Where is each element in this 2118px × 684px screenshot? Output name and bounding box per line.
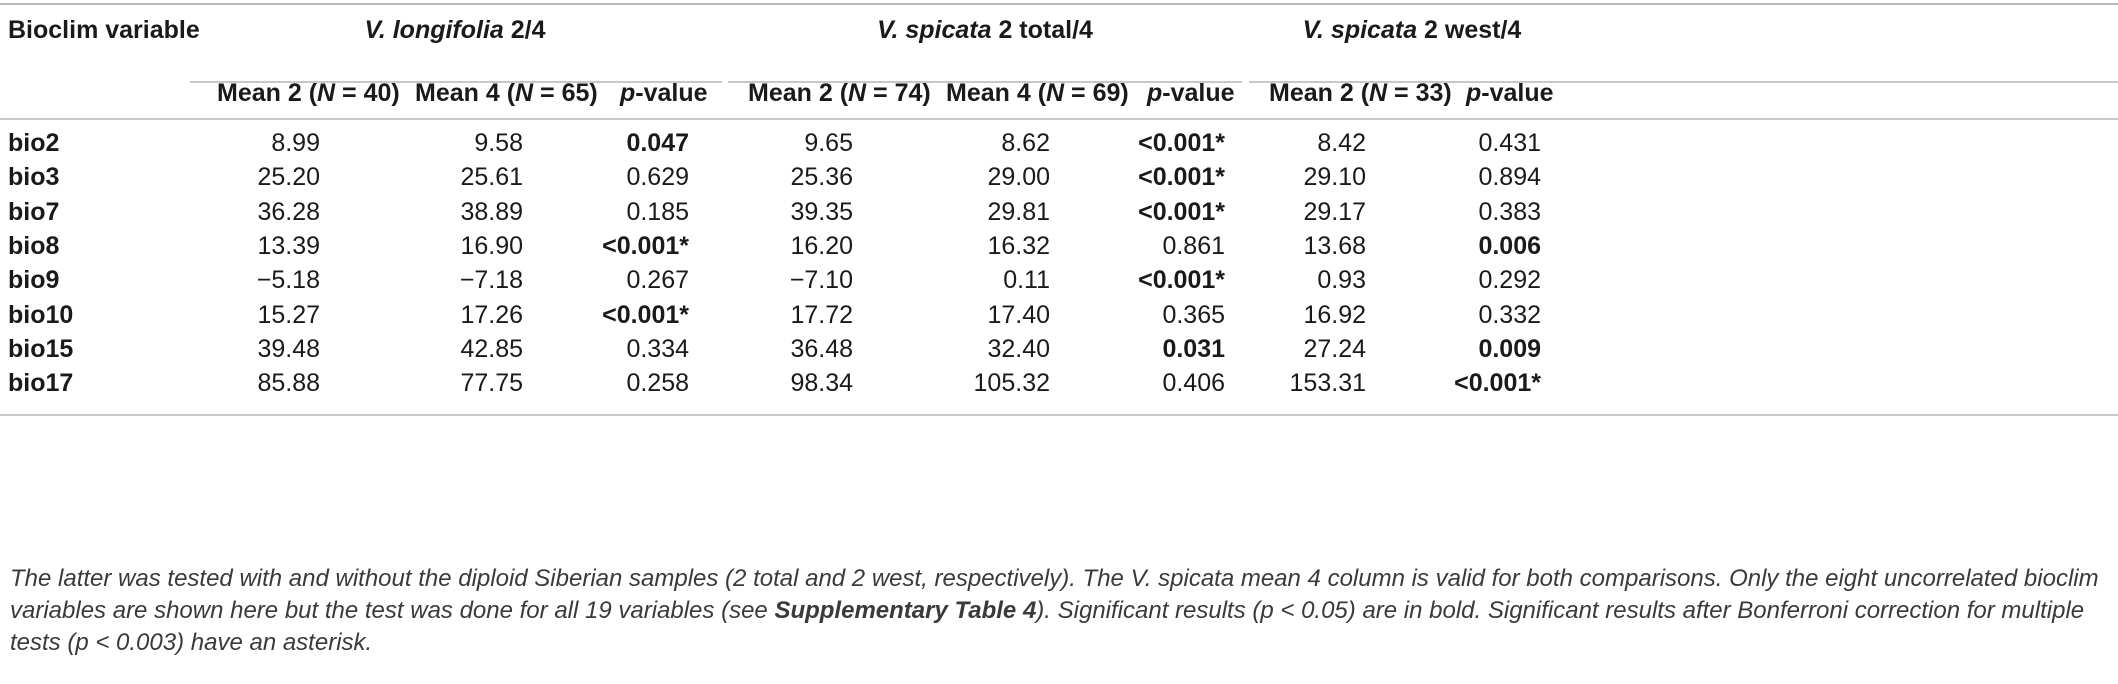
row-label: bio9	[8, 266, 60, 294]
header-group-v-longifolia: V. longifolia 2/4	[364, 16, 546, 44]
cell-mean2-longifolia: 85.88	[257, 369, 320, 397]
cell-mean4-spicata: 17.40	[987, 301, 1050, 329]
col-header-pvalue-spicata-west: p-value	[1466, 79, 1554, 107]
cell-pvalue-spicata-west: 0.332	[1478, 301, 1541, 329]
cell-mean2-spicata-west: 27.24	[1303, 335, 1366, 363]
cell-mean2-spicata-total: 17.72	[790, 301, 853, 329]
cell-pvalue-longifolia: 0.047	[626, 129, 689, 157]
cell-mean4-spicata: 0.11	[1003, 266, 1050, 294]
cell-pvalue-spicata-west: 0.383	[1478, 198, 1541, 226]
cell-mean2-longifolia: 39.48	[257, 335, 320, 363]
cell-pvalue-spicata-total: <0.001*	[1138, 129, 1225, 157]
cell-pvalue-spicata-total: 0.406	[1162, 369, 1225, 397]
cell-pvalue-longifolia: 0.185	[626, 198, 689, 226]
cell-pvalue-spicata-total: <0.001*	[1138, 266, 1225, 294]
cell-pvalue-longifolia: 0.629	[626, 163, 689, 191]
cell-pvalue-spicata-total: 0.365	[1162, 301, 1225, 329]
col-header-mean4-spicata: Mean 4 (N = 69)	[946, 79, 1129, 107]
cell-pvalue-longifolia: <0.001*	[602, 301, 689, 329]
cell-pvalue-longifolia: <0.001*	[602, 232, 689, 260]
cell-mean2-spicata-total: 16.20	[790, 232, 853, 260]
cell-pvalue-spicata-west: 0.894	[1478, 163, 1541, 191]
cell-mean2-spicata-total: 25.36	[790, 163, 853, 191]
cell-mean2-spicata-west: 8.42	[1317, 129, 1366, 157]
cell-mean2-spicata-west: 153.31	[1289, 369, 1366, 397]
cell-mean4-longifolia: 25.61	[460, 163, 523, 191]
col-header-pvalue-longifolia: p-value	[620, 79, 708, 107]
cell-pvalue-longifolia: 0.258	[626, 369, 689, 397]
col-header-mean2-longifolia: Mean 2 (N = 40)	[217, 79, 400, 107]
cell-mean4-longifolia: 16.90	[460, 232, 523, 260]
cell-mean4-spicata: 29.00	[987, 163, 1050, 191]
cell-pvalue-spicata-west: 0.431	[1478, 129, 1541, 157]
cell-mean2-spicata-west: 0.93	[1317, 266, 1366, 294]
table-top-rule	[0, 3, 2118, 5]
cell-mean4-spicata: 105.32	[973, 369, 1050, 397]
header-bioclim-variable: Bioclim variable	[8, 16, 200, 44]
row-label: bio2	[8, 129, 60, 157]
cell-mean2-spicata-west: 16.92	[1303, 301, 1366, 329]
cell-mean2-spicata-total: 9.65	[804, 129, 853, 157]
cell-mean2-spicata-west: 13.68	[1303, 232, 1366, 260]
row-label: bio8	[8, 232, 60, 260]
col-header-pvalue-spicata-total: p-value	[1147, 79, 1235, 107]
cell-pvalue-longifolia: 0.334	[626, 335, 689, 363]
cell-mean4-longifolia: 17.26	[460, 301, 523, 329]
row-label: bio17	[8, 369, 74, 397]
header-group-v-spicata-total: V. spicata 2 total/4	[877, 16, 1093, 44]
cell-mean2-spicata-total: 39.35	[790, 198, 853, 226]
header-group-v-spicata-west: V. spicata 2 west/4	[1302, 16, 1522, 44]
cell-mean2-spicata-total: 36.48	[790, 335, 853, 363]
group-underline-spicata-total	[728, 81, 1242, 83]
table-bottom-rule	[0, 414, 2118, 416]
row-label: bio3	[8, 163, 60, 191]
cell-mean4-spicata: 29.81	[987, 198, 1050, 226]
cell-mean4-spicata: 8.62	[1001, 129, 1050, 157]
table-caption: The latter was tested with and without t…	[10, 565, 2099, 656]
cell-mean4-spicata: 16.32	[987, 232, 1050, 260]
col-header-mean4-longifolia: Mean 4 (N = 65)	[415, 79, 598, 107]
group-underline-spicata-west	[1249, 81, 2118, 83]
cell-mean2-longifolia: −5.18	[256, 266, 320, 294]
cell-pvalue-spicata-west: 0.292	[1478, 266, 1541, 294]
cell-pvalue-spicata-total: <0.001*	[1138, 198, 1225, 226]
cell-mean4-longifolia: 42.85	[460, 335, 523, 363]
row-label: bio15	[8, 335, 74, 363]
col-header-mean2-spicata-west: Mean 2 (N = 33)	[1269, 79, 1452, 107]
cell-mean2-spicata-west: 29.10	[1303, 163, 1366, 191]
cell-mean2-spicata-total: 98.34	[790, 369, 853, 397]
cell-mean2-longifolia: 8.99	[271, 129, 320, 157]
cell-mean2-longifolia: 15.27	[257, 301, 320, 329]
cell-mean2-longifolia: 25.20	[257, 163, 320, 191]
header-bottom-rule	[0, 118, 2118, 120]
cell-mean2-longifolia: 13.39	[257, 232, 320, 260]
col-header-mean2-spicata-total: Mean 2 (N = 74)	[748, 79, 931, 107]
cell-pvalue-spicata-total: 0.861	[1162, 232, 1225, 260]
cell-mean2-longifolia: 36.28	[257, 198, 320, 226]
cell-mean2-spicata-total: −7.10	[789, 266, 853, 294]
row-label: bio10	[8, 301, 74, 329]
group-underline-longifolia	[190, 81, 722, 83]
cell-pvalue-spicata-west: <0.001*	[1454, 369, 1541, 397]
cell-pvalue-spicata-total: <0.001*	[1138, 163, 1225, 191]
cell-pvalue-spicata-total: 0.031	[1162, 335, 1225, 363]
cell-pvalue-longifolia: 0.267	[626, 266, 689, 294]
cell-mean2-spicata-west: 29.17	[1303, 198, 1366, 226]
cell-mean4-longifolia: 38.89	[460, 198, 523, 226]
cell-pvalue-spicata-west: 0.009	[1478, 335, 1541, 363]
cell-mean4-longifolia: 9.58	[474, 129, 523, 157]
cell-mean4-longifolia: −7.18	[459, 266, 523, 294]
cell-mean4-spicata: 32.40	[987, 335, 1050, 363]
supplementary-table-reference: Supplementary Table 4	[774, 597, 1037, 624]
row-label: bio7	[8, 198, 60, 226]
cell-mean4-longifolia: 77.75	[460, 369, 523, 397]
cell-pvalue-spicata-west: 0.006	[1478, 232, 1541, 260]
